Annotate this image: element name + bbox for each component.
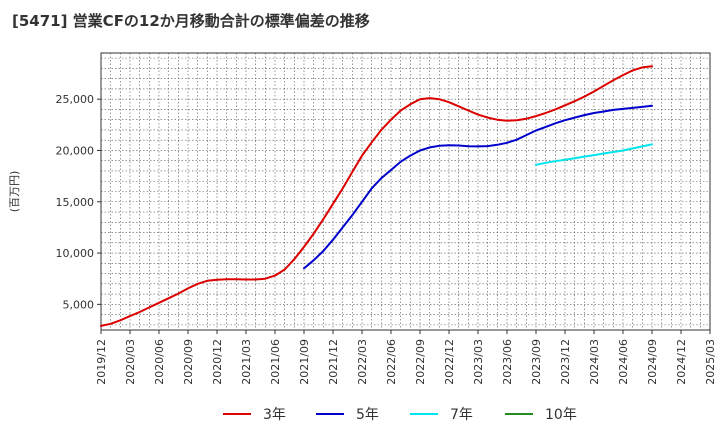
series-line-7年 bbox=[535, 143, 653, 166]
series-line-5年 bbox=[303, 104, 653, 270]
x-tick-label: 2023/09 bbox=[530, 339, 543, 385]
x-tick-label: 2021/06 bbox=[269, 339, 282, 385]
legend-label-3年: 3年 bbox=[263, 407, 286, 423]
legend-label-10年: 10年 bbox=[545, 407, 577, 423]
x-tick-label: 2020/12 bbox=[211, 339, 224, 385]
y-tick-label: 15,000 bbox=[56, 196, 95, 209]
x-tick-label: 2023/12 bbox=[559, 339, 572, 385]
x-tick-label: 2023/03 bbox=[472, 339, 485, 385]
x-tick-label: 2021/03 bbox=[240, 339, 253, 385]
x-tick-label: 2024/09 bbox=[646, 339, 659, 385]
x-tick-label: 2023/06 bbox=[501, 339, 514, 385]
x-tick-label: 2021/09 bbox=[298, 339, 311, 385]
x-tick-label: 2019/12 bbox=[95, 339, 108, 385]
plot-frame bbox=[100, 52, 711, 331]
y-tick-label: 25,000 bbox=[56, 93, 95, 106]
x-tick-label: 2025/03 bbox=[704, 339, 717, 385]
x-tick-label: 2022/06 bbox=[385, 339, 398, 385]
y-axis-label: (百万円) bbox=[8, 171, 21, 213]
x-tick-label: 2021/12 bbox=[327, 339, 340, 385]
legend-label-5年: 5年 bbox=[356, 407, 379, 423]
x-tick-label: 2024/06 bbox=[617, 339, 630, 385]
x-tick-label: 2024/03 bbox=[588, 339, 601, 385]
y-tick-label: 5,000 bbox=[63, 298, 95, 311]
y-tick-label: 20,000 bbox=[56, 144, 95, 157]
x-tick-label: 2022/12 bbox=[443, 339, 456, 385]
x-tick-label: 2020/09 bbox=[182, 339, 195, 385]
x-tick-label: 2022/03 bbox=[356, 339, 369, 385]
chart-title: [5471] 営業CFの12か月移動合計の標準偏差の推移 bbox=[12, 12, 370, 30]
x-tick-label: 2020/03 bbox=[124, 339, 137, 385]
legend-label-7年: 7年 bbox=[450, 407, 473, 423]
x-tick-label: 2020/06 bbox=[153, 339, 166, 385]
y-tick-label: 10,000 bbox=[56, 247, 95, 260]
x-tick-label: 2024/12 bbox=[675, 339, 688, 385]
series-line-3年 bbox=[100, 65, 653, 327]
x-tick-label: 2022/09 bbox=[414, 339, 427, 385]
